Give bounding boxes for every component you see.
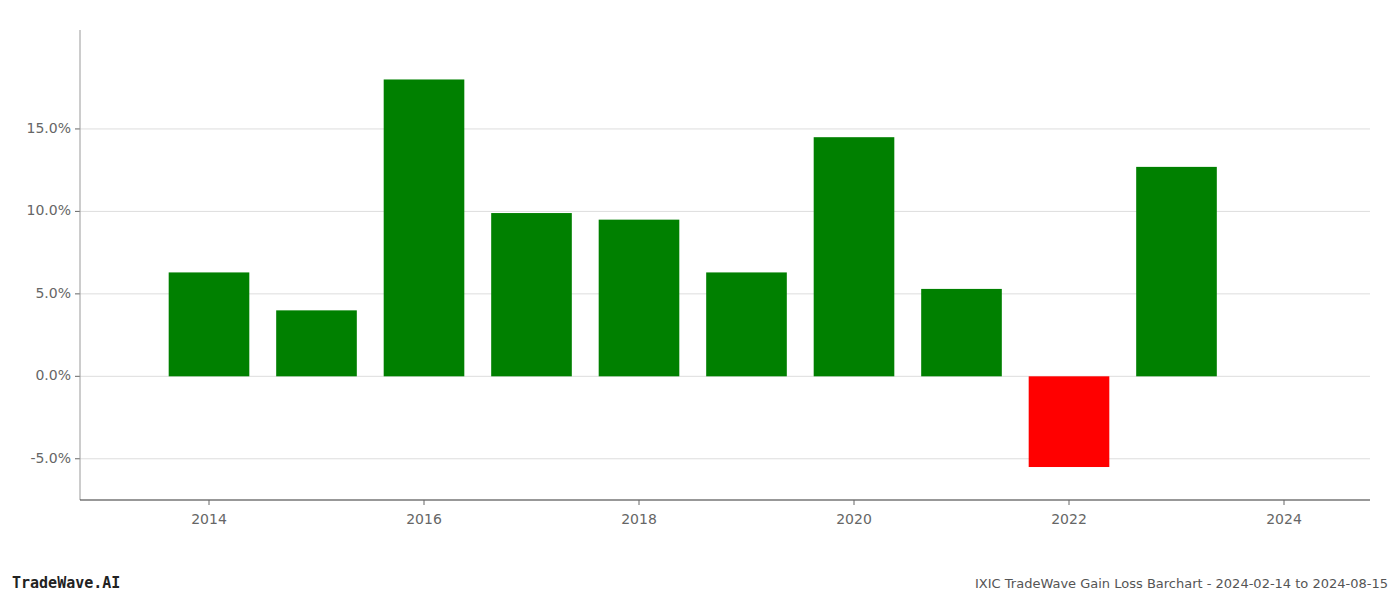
y-grid (80, 129, 1370, 459)
bars (169, 79, 1217, 467)
y-tick-label: 0.0% (35, 367, 71, 383)
y-tick-label: 10.0% (27, 202, 71, 218)
y-axis-line (80, 30, 81, 500)
y-tick-label: 5.0% (35, 285, 71, 301)
y-tick (75, 458, 80, 459)
y-tick (75, 211, 80, 212)
x-tick (854, 500, 855, 505)
footer-left: TradeWave.AI (12, 574, 120, 592)
x-tick (639, 500, 640, 505)
x-tick (209, 500, 210, 505)
chart: -5.0%0.0%5.0%10.0%15.0%20142016201820202… (0, 0, 1400, 600)
bar (706, 272, 787, 376)
x-axis-line (80, 499, 1370, 500)
y-tick-label: 15.0% (27, 120, 71, 136)
x-tick (424, 500, 425, 505)
x-tick (1284, 500, 1285, 505)
bar (599, 220, 680, 377)
bar (1136, 167, 1217, 376)
y-tick (75, 293, 80, 294)
y-tick (75, 376, 80, 377)
x-tick-label: 2016 (406, 511, 442, 527)
grid-line (80, 458, 1370, 459)
bar (491, 213, 572, 376)
x-tick-label: 2024 (1266, 511, 1302, 527)
y-tick (75, 128, 80, 129)
bar (384, 79, 465, 376)
bar (1029, 376, 1110, 467)
x-tick (1069, 500, 1070, 505)
bar (921, 289, 1002, 376)
bar (814, 137, 895, 376)
x-tick-label: 2020 (836, 511, 872, 527)
bar (276, 310, 357, 376)
x-tick-label: 2014 (191, 511, 227, 527)
footer-right: IXIC TradeWave Gain Loss Barchart - 2024… (975, 576, 1388, 591)
x-ticks: 2014 2016 2018 2020 2022 2024 (191, 500, 1302, 527)
y-tick-label: -5.0% (30, 450, 71, 466)
x-tick-label: 2022 (1051, 511, 1087, 527)
x-tick-label: 2018 (621, 511, 657, 527)
bar (169, 272, 250, 376)
y-tick-labels: -5.0% 0.0% 5.0% 10.0% 15.0% (27, 120, 80, 466)
grid-line (80, 128, 1370, 129)
